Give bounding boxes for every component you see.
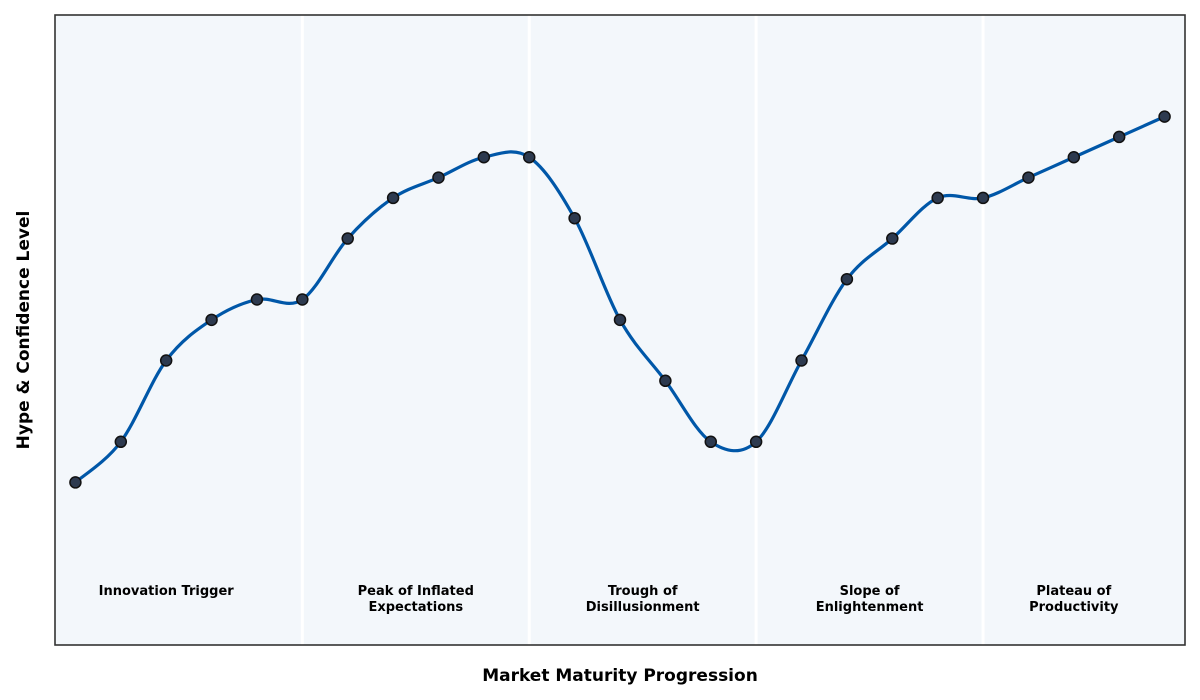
phase-label: Productivity	[1029, 600, 1119, 615]
data-point	[386, 191, 400, 205]
phase-label: Disillusionment	[586, 600, 700, 615]
phase-label: Plateau of	[1036, 584, 1111, 599]
data-point	[659, 374, 672, 388]
data-point	[976, 191, 990, 205]
phase-label: Enlightenment	[816, 600, 924, 615]
data-point	[749, 435, 763, 449]
data-point	[432, 171, 445, 184]
data-point	[568, 211, 581, 225]
phase-band	[529, 15, 757, 645]
data-point	[522, 151, 536, 164]
data-point	[477, 151, 491, 164]
data-point	[840, 272, 854, 286]
phase-band	[983, 15, 1185, 645]
y-axis-label: Hype & Confidence Level	[14, 211, 34, 450]
data-point	[1067, 151, 1081, 164]
data-point	[205, 313, 218, 327]
data-point	[341, 232, 354, 245]
phase-label: Innovation Trigger	[99, 584, 235, 599]
phase-label: Peak of Inflated	[358, 584, 474, 599]
data-point	[159, 354, 173, 367]
data-point	[613, 313, 627, 327]
data-point	[250, 293, 264, 306]
phase-dividers	[300, 15, 985, 645]
phase-band	[756, 15, 984, 645]
data-point	[795, 354, 808, 367]
phase-bands	[55, 15, 1185, 645]
phase-band	[55, 15, 303, 645]
data-point	[114, 435, 128, 449]
plot-frame	[54, 14, 1186, 646]
data-point	[1158, 110, 1171, 123]
data-point	[296, 293, 309, 306]
data-point	[1112, 130, 1126, 144]
data-points	[69, 110, 1171, 489]
data-point	[1022, 171, 1035, 184]
data-point	[69, 476, 82, 489]
data-point	[704, 435, 718, 449]
phase-labels: Innovation Trigger Peak of InflatedExpect…	[99, 584, 1119, 615]
phase-label: Slope of	[840, 584, 900, 599]
x-axis-label: Market Maturity Progression	[482, 666, 758, 686]
phase-band	[302, 15, 530, 645]
phase-label: Expectations	[368, 600, 463, 615]
data-point	[886, 232, 899, 245]
data-point	[931, 191, 944, 205]
phase-label: Trough of	[608, 584, 678, 599]
